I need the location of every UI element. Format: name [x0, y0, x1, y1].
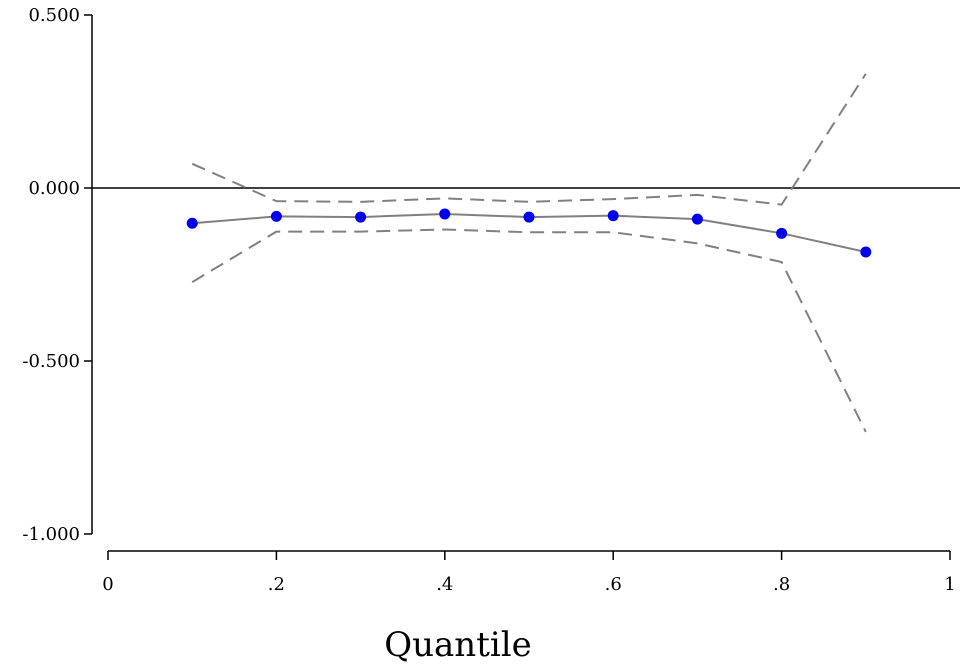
estimate-point-6 — [691, 213, 703, 225]
estimate-point-2 — [355, 211, 367, 223]
estimate-point-4 — [523, 211, 535, 223]
x-tick-label-1: .2 — [268, 574, 285, 595]
x-tick-label-0: 0 — [102, 574, 113, 595]
x-tick-label-2: .4 — [436, 574, 453, 595]
series-upper-bound-line — [191, 73, 867, 206]
estimate-point-5 — [607, 210, 619, 222]
y-tick-label-0: 0.500 — [28, 5, 80, 26]
series-lower-bound-line — [191, 228, 867, 433]
estimate-point-0 — [186, 217, 198, 229]
estimate-point-3 — [439, 208, 451, 220]
x-axis-title: Quantile — [384, 625, 531, 665]
axes-layer: 0.500 0.000 -0.500 -1.000 0 .2 .4 .6 .8 1 — [22, 5, 955, 595]
x-tick-label-4: .8 — [773, 574, 790, 595]
y-tick-label-2: -0.500 — [22, 351, 80, 372]
series-layer — [92, 73, 960, 433]
x-tick-label-5: 1 — [944, 574, 955, 595]
estimate-point-8 — [860, 246, 872, 258]
y-tick-label-1: 0.000 — [28, 178, 80, 199]
y-tick-label-3: -1.000 — [22, 524, 80, 545]
x-tick-label-3: .6 — [605, 574, 622, 595]
estimate-point-7 — [776, 227, 788, 239]
estimate-point-1 — [270, 210, 282, 222]
